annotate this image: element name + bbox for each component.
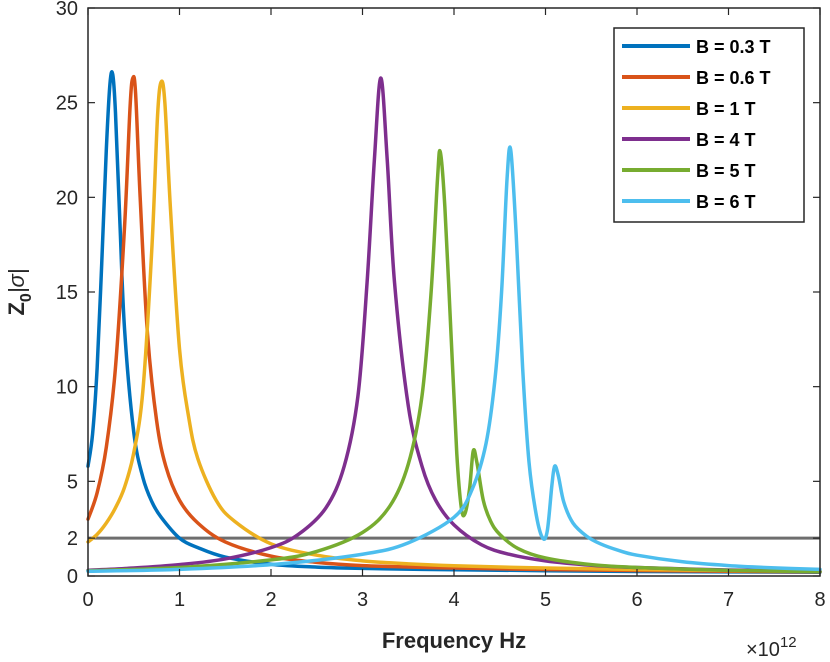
y-axis-label-subscript: 0 xyxy=(18,293,35,302)
legend-label: B = 4 T xyxy=(696,130,756,150)
y-tick-label: 20 xyxy=(56,187,78,209)
legend: B = 0.3 T B = 0.6 T B = 1 T B = 4 T B = 5 T B… xyxy=(613,27,805,223)
series-layer xyxy=(86,70,822,574)
series-line-2 xyxy=(86,74,822,574)
x-axis-label: Frequency Hz xyxy=(382,628,526,653)
x-tick-label: 3 xyxy=(357,589,368,611)
y-tick-label: 10 xyxy=(56,377,78,399)
y-axis-label-main: Z xyxy=(4,302,29,315)
y-axis-label: Z0|σ| xyxy=(4,268,35,315)
legend-label: B = 0.3 T xyxy=(696,37,771,57)
legend-label: B = 1 T xyxy=(696,99,756,119)
y-tick-label: 15 xyxy=(56,282,78,304)
series-line-4 xyxy=(86,76,822,574)
x-tick-label: 6 xyxy=(631,589,642,611)
x-tick-label: 2 xyxy=(265,589,276,611)
y-axis-label-rest: |σ| xyxy=(4,268,29,293)
x-tick-label: 0 xyxy=(82,589,93,611)
x-tick-label: 8 xyxy=(814,589,825,611)
y-tick-label: 2 xyxy=(67,528,78,550)
x-tick-label: 5 xyxy=(540,589,551,611)
series-line-3 xyxy=(86,79,822,574)
x-axis-exponent: ×1012 xyxy=(746,634,797,661)
series-line-5 xyxy=(86,148,822,574)
x-tick-label: 1 xyxy=(174,589,185,611)
x-tick-label: 7 xyxy=(723,589,734,611)
legend-label: B = 0.6 T xyxy=(696,68,771,88)
y-tick-label: 0 xyxy=(67,566,78,588)
legend-label: B = 6 T xyxy=(696,192,756,212)
x-tick-label: 4 xyxy=(448,589,459,611)
y-tick-label: 5 xyxy=(67,471,78,493)
legend-box xyxy=(613,27,805,223)
y-tick-label: 25 xyxy=(56,93,78,115)
y-tick-label: 30 xyxy=(56,0,78,20)
legend-label: B = 5 T xyxy=(696,161,756,181)
series-line-6 xyxy=(86,145,822,574)
